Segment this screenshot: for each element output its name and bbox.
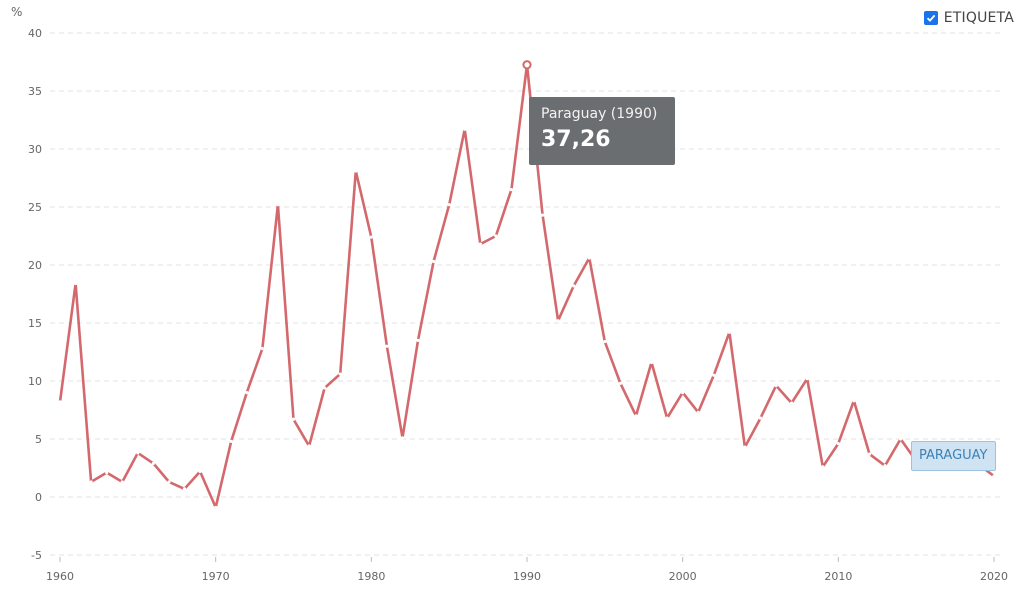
legend-label: ETIQUETA — [943, 10, 1014, 26]
data-point — [665, 416, 669, 420]
series-end-label: PARAGUAY — [911, 441, 996, 471]
data-point — [821, 465, 825, 469]
data-point — [136, 451, 140, 455]
data-point — [727, 330, 731, 334]
y-tick-label: 30 — [28, 143, 42, 156]
y-tick-label: 25 — [28, 201, 42, 214]
x-tick-label: 1970 — [202, 570, 230, 583]
data-point — [89, 480, 93, 484]
grid-lines — [50, 32, 1000, 556]
data-point — [338, 372, 342, 376]
y-tick-label: 10 — [28, 375, 42, 388]
data-point — [696, 410, 700, 414]
data-point — [182, 487, 187, 491]
tooltip-title: Paraguay (1990) — [541, 106, 658, 122]
data-point — [836, 442, 840, 446]
y-tick-label: 20 — [28, 259, 42, 272]
x-tick-label: 2020 — [980, 570, 1008, 583]
data-point — [291, 417, 296, 421]
data-point — [151, 461, 155, 465]
data-tooltip: Paraguay (1990) 37,26 — [529, 97, 675, 165]
data-point — [712, 373, 716, 377]
data-point — [478, 242, 482, 246]
data-point — [400, 436, 405, 440]
data-point — [805, 377, 809, 381]
x-tick-label: 2010 — [824, 570, 852, 583]
y-tick-label: 15 — [28, 317, 42, 330]
data-point — [540, 213, 545, 217]
data-point — [323, 386, 327, 390]
y-tick-label: 0 — [35, 491, 42, 504]
y-axis-unit-label: % — [11, 5, 23, 19]
data-point — [385, 344, 389, 348]
data-point — [852, 399, 856, 403]
series-points — [58, 60, 996, 510]
series-line-group — [58, 63, 995, 509]
data-point — [354, 169, 358, 173]
data-point — [245, 391, 249, 395]
data-point — [276, 203, 280, 207]
data-point — [556, 319, 560, 323]
y-tick-label: -5 — [31, 549, 42, 562]
data-point — [58, 400, 62, 404]
y-axis-tick-labels: -5 0 5 10 15 20 25 30 35 40 — [28, 27, 42, 562]
y-tick-label: 35 — [28, 85, 42, 98]
data-point — [867, 452, 872, 456]
data-point — [774, 384, 778, 388]
data-point — [681, 391, 685, 395]
data-point — [416, 338, 420, 342]
data-point — [883, 464, 887, 468]
data-point — [494, 234, 498, 238]
x-tick-label: 1960 — [46, 570, 74, 583]
x-axis-tick-labels: 1960 1970 1980 1990 2000 2010 2020 — [46, 557, 1008, 583]
data-point — [260, 346, 264, 351]
data-point — [649, 360, 654, 365]
data-point — [899, 437, 903, 441]
data-point — [198, 469, 202, 474]
series-line — [58, 63, 995, 509]
data-point — [214, 505, 218, 510]
data-point — [509, 188, 514, 192]
y-tick-label: 40 — [28, 27, 42, 40]
data-point — [120, 480, 124, 484]
x-tick-label: 2000 — [669, 570, 697, 583]
highlighted-point — [522, 60, 532, 70]
checkbox-checked-icon[interactable] — [923, 11, 938, 25]
legend-toggle[interactable]: ETIQUETA — [923, 10, 1014, 26]
y-tick-label: 5 — [35, 433, 42, 446]
data-point — [369, 235, 373, 239]
data-point — [587, 256, 591, 260]
data-point — [743, 445, 747, 449]
data-point — [603, 339, 607, 344]
data-point — [229, 439, 233, 443]
data-point — [758, 416, 763, 420]
data-point — [992, 474, 996, 478]
data-point — [618, 381, 623, 385]
data-point — [572, 284, 576, 288]
data-point — [105, 471, 109, 475]
data-point — [447, 203, 451, 207]
x-tick-label: 1980 — [357, 570, 385, 583]
tooltip-value: 37,26 — [541, 127, 611, 152]
data-point — [634, 414, 638, 418]
data-point — [73, 281, 78, 286]
data-point — [790, 401, 794, 405]
x-tick-label: 1990 — [513, 570, 541, 583]
data-point — [307, 444, 311, 448]
data-point — [432, 259, 436, 264]
data-point — [167, 480, 171, 484]
data-point — [463, 127, 467, 131]
